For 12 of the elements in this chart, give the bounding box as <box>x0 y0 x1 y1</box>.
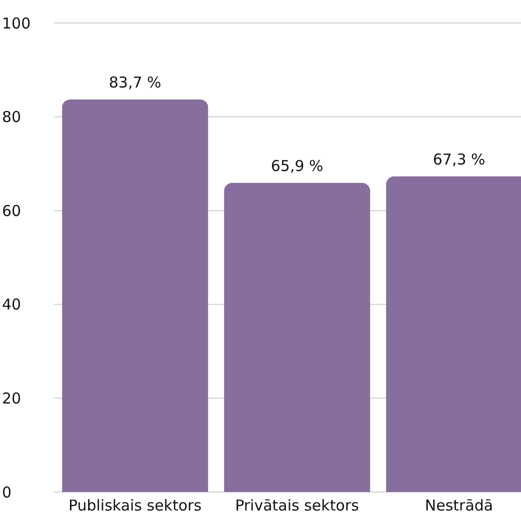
y-tick-label: 20 <box>2 390 22 408</box>
y-tick-label: 80 <box>2 108 22 126</box>
x-tick-label: Nestrādā <box>424 496 494 515</box>
y-tick-label: 60 <box>2 202 22 220</box>
data-label: 83,7 % <box>108 73 162 92</box>
x-tick-label: Privātais sektors <box>235 496 360 515</box>
data-label: 65,9 % <box>270 156 324 175</box>
y-tick-label: 100 <box>2 14 31 32</box>
y-tick-label: 0 <box>2 483 12 502</box>
x-tick-label: Publiskais sektors <box>68 496 202 515</box>
y-tick-label: 40 <box>2 296 22 314</box>
data-label: 67,3 % <box>432 150 486 168</box>
